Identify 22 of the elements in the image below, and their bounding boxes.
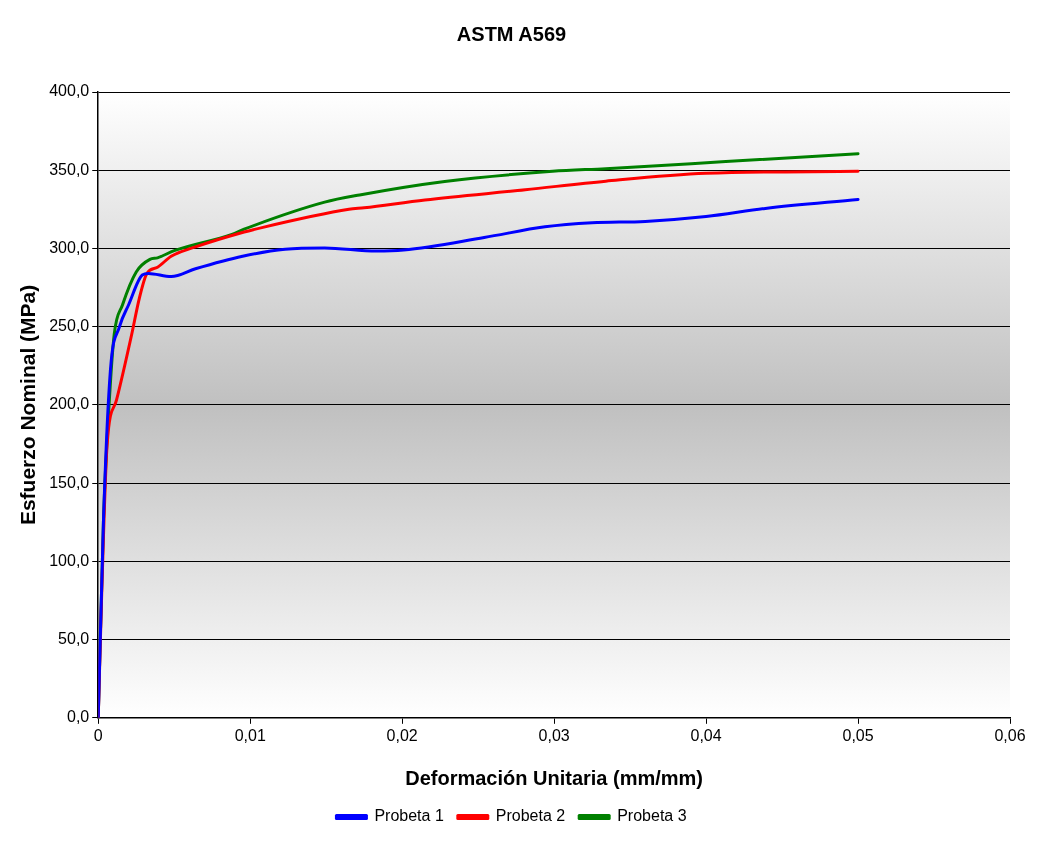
x-tick-label: 0 — [93, 726, 103, 744]
x-axis-title: Deformación Unitaria (mm/mm) — [405, 766, 704, 789]
x-tick-label: 0,04 — [690, 726, 722, 744]
y-tick-label: 150,0 — [49, 473, 90, 491]
legend-label: Probeta 2 — [495, 807, 566, 825]
x-tick-label: 0,01 — [234, 726, 266, 744]
y-tick-label: 300,0 — [49, 238, 90, 256]
y-axis-title: Esfuerzo Nominal (MPa) — [16, 284, 40, 526]
x-tick-label: 0,06 — [994, 726, 1026, 744]
y-tick-label: 50,0 — [58, 629, 90, 647]
x-tick-label: 0,05 — [842, 726, 874, 744]
y-tick-label: 350,0 — [49, 160, 90, 178]
x-tick-label: 0,02 — [386, 726, 418, 744]
y-tick-label: 400,0 — [49, 82, 90, 100]
x-tick-label: 0,03 — [538, 726, 570, 744]
legend-label: Probeta 3 — [617, 807, 687, 825]
chart-title: ASTM A569 — [456, 22, 567, 45]
y-tick-label: 100,0 — [49, 551, 90, 569]
y-tick-label: 0,0 — [66, 708, 90, 726]
y-tick-label: 200,0 — [49, 395, 90, 413]
y-tick-label: 250,0 — [49, 317, 90, 335]
legend-label: Probeta 1 — [374, 807, 444, 825]
